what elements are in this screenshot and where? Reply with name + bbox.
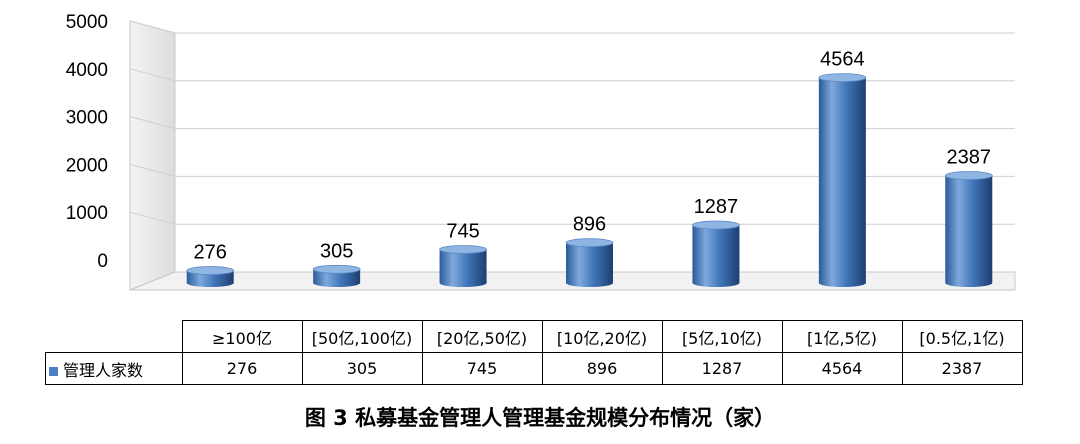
category-label: [20亿,50亿) bbox=[421, 320, 543, 353]
gridline bbox=[129, 211, 176, 225]
bar bbox=[692, 220, 740, 287]
bar bbox=[565, 238, 614, 287]
gridlines bbox=[129, 20, 1015, 225]
series-name: 管理人家数 bbox=[63, 360, 144, 380]
data-label: 4564 bbox=[820, 49, 865, 71]
figure-caption: 图 3 私募基金管理人管理基金规模分布情况（家） bbox=[304, 406, 776, 430]
bar bbox=[439, 245, 487, 287]
legend-key-icon bbox=[49, 366, 58, 376]
bar bbox=[186, 266, 235, 287]
gridline bbox=[129, 116, 176, 130]
category-label: ≥100亿 bbox=[181, 320, 303, 353]
series-legend: 管理人家数 bbox=[45, 352, 183, 385]
data-table: ≥100亿 [50亿,100亿) [20亿,50亿) [10亿,20亿) [5亿… bbox=[45, 320, 1023, 385]
y-tick-label: 3000 bbox=[66, 108, 108, 129]
y-tick-label: 5000 bbox=[66, 12, 108, 33]
gridline bbox=[129, 163, 176, 177]
side-wall bbox=[129, 20, 176, 291]
y-tick-label: 4000 bbox=[66, 60, 108, 81]
category-label: [1亿,5亿) bbox=[781, 320, 903, 353]
data-label: 745 bbox=[446, 220, 479, 242]
value-cell: 305 bbox=[301, 352, 423, 385]
data-label: 1287 bbox=[694, 196, 739, 218]
category-label: [5亿,10亿) bbox=[661, 320, 783, 353]
bar bbox=[312, 264, 361, 287]
bar bbox=[818, 73, 867, 288]
bars bbox=[186, 73, 993, 288]
gridline bbox=[129, 20, 176, 34]
data-labels: 276 305 745 896 1287 4564 2387 bbox=[194, 49, 992, 264]
value-cell: 1287 bbox=[661, 352, 783, 385]
series-row: 管理人家数 276 305 745 896 1287 4564 2387 bbox=[45, 352, 1023, 385]
value-cell: 2387 bbox=[901, 352, 1023, 385]
category-label: [10亿,20亿) bbox=[541, 320, 663, 353]
category-label: [0.5亿,1亿) bbox=[901, 320, 1023, 353]
bar bbox=[944, 171, 993, 287]
data-label: 896 bbox=[573, 214, 606, 236]
y-axis: 0 1000 2000 3000 4000 5000 bbox=[66, 12, 108, 272]
y-tick-label: 1000 bbox=[66, 203, 108, 224]
value-cell: 276 bbox=[181, 352, 303, 385]
category-row: ≥100亿 [50亿,100亿) [20亿,50亿) [10亿,20亿) [5亿… bbox=[45, 320, 1023, 353]
category-label: [50亿,100亿) bbox=[301, 320, 423, 353]
gridline bbox=[129, 68, 176, 82]
value-cell: 896 bbox=[541, 352, 663, 385]
y-tick-label: 2000 bbox=[66, 155, 108, 176]
value-cell: 4564 bbox=[781, 352, 903, 385]
data-label: 305 bbox=[320, 240, 353, 262]
bar-chart: 0 1000 2000 3000 4000 5000 276 305 745 896 1287 45… bbox=[66, 12, 1016, 291]
value-cell: 745 bbox=[421, 352, 543, 385]
y-tick-label: 0 bbox=[97, 251, 108, 272]
data-label: 276 bbox=[194, 242, 227, 264]
data-label: 2387 bbox=[947, 147, 992, 169]
table-corner bbox=[45, 320, 183, 353]
